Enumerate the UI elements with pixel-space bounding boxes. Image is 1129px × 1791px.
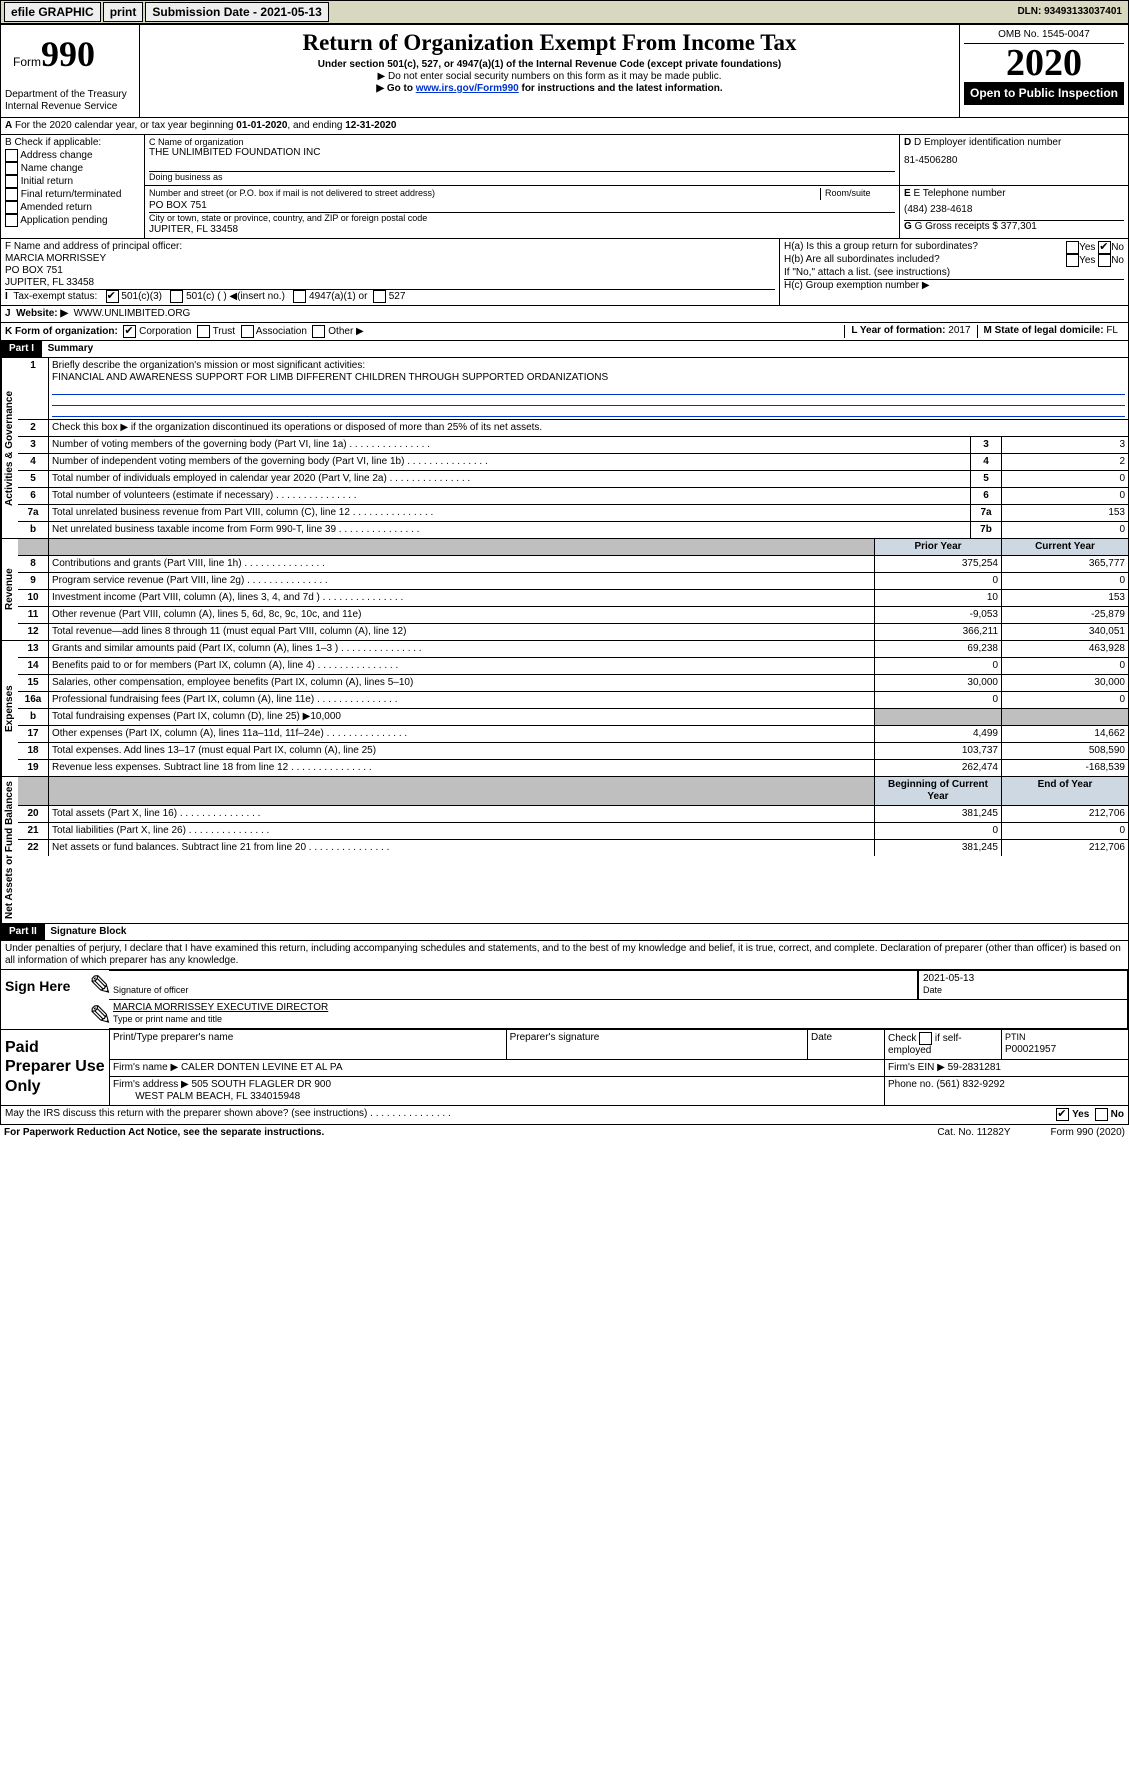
ha-no[interactable] [1098, 241, 1111, 254]
tax-year: 2020 [964, 44, 1124, 82]
val-7a: 153 [1002, 505, 1129, 522]
check-name-change[interactable] [5, 162, 18, 175]
val-7b: 0 [1002, 522, 1129, 539]
firm-name: CALER DONTEN LEVINE ET AL PA [181, 1062, 343, 1073]
part2-header: Part II [1, 924, 45, 940]
officer-addr2: JUPITER, FL 33458 [5, 277, 775, 289]
discuss-label: May the IRS discuss this return with the… [5, 1108, 1056, 1121]
ha-label: H(a) Is this a group return for subordin… [784, 241, 1066, 254]
ein-label: D D Employer identification number [904, 137, 1124, 149]
hb-label: H(b) Are all subordinates included? [784, 254, 1066, 267]
f-officer-label: F Name and address of principal officer: [5, 241, 775, 253]
m-label: M State of legal domicile: [984, 325, 1107, 336]
print-button[interactable]: print [103, 2, 144, 22]
website: WWW.UNLIMBITED.ORG [74, 308, 191, 319]
l-label: L Year of formation: [851, 325, 948, 336]
check-initial-return[interactable] [5, 175, 18, 188]
dba-label: Doing business as [149, 172, 895, 183]
check-527[interactable] [373, 290, 386, 303]
form-title: Return of Organization Exempt From Incom… [146, 29, 953, 57]
side-expenses: Expenses [1, 641, 18, 776]
check-501c[interactable] [170, 290, 183, 303]
submission-date: Submission Date - 2021-05-13 [145, 2, 328, 22]
dln: DLN: 93493133037401 [1017, 6, 1122, 18]
phone-value: (484) 238-4618 [904, 204, 1124, 216]
form990-link[interactable]: www.irs.gov/Form990 [416, 83, 519, 94]
city-label: City or town, state or province, country… [149, 213, 895, 224]
check-assoc[interactable] [241, 325, 254, 338]
check-trust[interactable] [197, 325, 210, 338]
val-4: 2 [1002, 454, 1129, 471]
side-net-assets: Net Assets or Fund Balances [1, 777, 18, 923]
hb-note: If "No," attach a list. (see instruction… [784, 267, 1124, 279]
officer-sig-name: MARCIA MORRISSEY EXECUTIVE DIRECTOR [113, 1002, 328, 1013]
sign-here: Sign Here [1, 970, 89, 1029]
firm-phone: (561) 832-9292 [936, 1079, 1004, 1090]
check-4947[interactable] [293, 290, 306, 303]
side-revenue: Revenue [1, 539, 18, 640]
form-footer: Form 990 (2020) [1051, 1127, 1125, 1139]
hb-no[interactable] [1098, 254, 1111, 267]
form-number: 990 [41, 34, 95, 74]
check-address-change[interactable] [5, 149, 18, 162]
ha-yes[interactable] [1066, 241, 1079, 254]
declaration: Under penalties of perjury, I declare th… [0, 941, 1129, 970]
org-street: PO BOX 751 [149, 200, 895, 212]
ein-value: 81-4506280 [904, 155, 1124, 167]
section-b-header: B Check if applicable: [5, 137, 140, 149]
val-5: 0 [1002, 471, 1129, 488]
check-amended[interactable] [5, 201, 18, 214]
form-subtitle: Under section 501(c), 527, or 4947(a)(1)… [146, 59, 953, 71]
org-city: JUPITER, FL 33458 [149, 224, 895, 236]
check-final-return[interactable] [5, 188, 18, 201]
part1-header: Part I [1, 341, 42, 357]
hc-label: H(c) Group exemption number ▶ [784, 280, 1124, 292]
ptin: P00021957 [1005, 1044, 1056, 1055]
check-app-pending[interactable] [5, 214, 18, 227]
bullet-1: ▶ Do not enter social security numbers o… [146, 71, 953, 83]
check-other[interactable] [312, 325, 325, 338]
discuss-yes[interactable] [1056, 1108, 1069, 1121]
cat-no: Cat. No. 11282Y [937, 1127, 1010, 1139]
val-3: 3 [1002, 437, 1129, 454]
val-6: 0 [1002, 488, 1129, 505]
discuss-no[interactable] [1095, 1108, 1108, 1121]
hb-yes[interactable] [1066, 254, 1079, 267]
gross-receipts: G G Gross receipts $ 377,301 [904, 221, 1124, 233]
pra-notice: For Paperwork Reduction Act Notice, see … [4, 1127, 937, 1139]
check-corp[interactable] [123, 325, 136, 338]
paid-preparer-label: Paid Preparer Use Only [1, 1030, 109, 1105]
k-label: K Form of organization: [5, 326, 118, 337]
officer-name: MARCIA MORRISSEY [5, 253, 775, 265]
irs-label: Internal Revenue Service [5, 101, 117, 112]
form-label: Form [13, 55, 41, 69]
mission-text: FINANCIAL AND AWARENESS SUPPORT FOR LIMB… [52, 372, 608, 383]
firm-ein: 59-2831281 [948, 1062, 1001, 1073]
org-name: THE UNLIMBITED FOUNDATION INC [149, 147, 895, 159]
pen-icon: ✎ [89, 1000, 109, 1029]
c-name-label: C Name of organization [149, 137, 895, 148]
check-501c3[interactable] [106, 290, 119, 303]
check-self-employed[interactable] [919, 1032, 932, 1045]
pen-icon: ✎ [89, 970, 109, 1000]
officer-addr1: PO BOX 751 [5, 265, 775, 277]
efile-button[interactable]: efile GRAPHIC [4, 2, 101, 22]
dept-treasury: Department of the Treasury [5, 89, 127, 100]
public-inspection: Open to Public Inspection [964, 82, 1124, 104]
side-governance: Activities & Governance [1, 358, 18, 538]
phone-label: E E Telephone number [904, 188, 1124, 200]
